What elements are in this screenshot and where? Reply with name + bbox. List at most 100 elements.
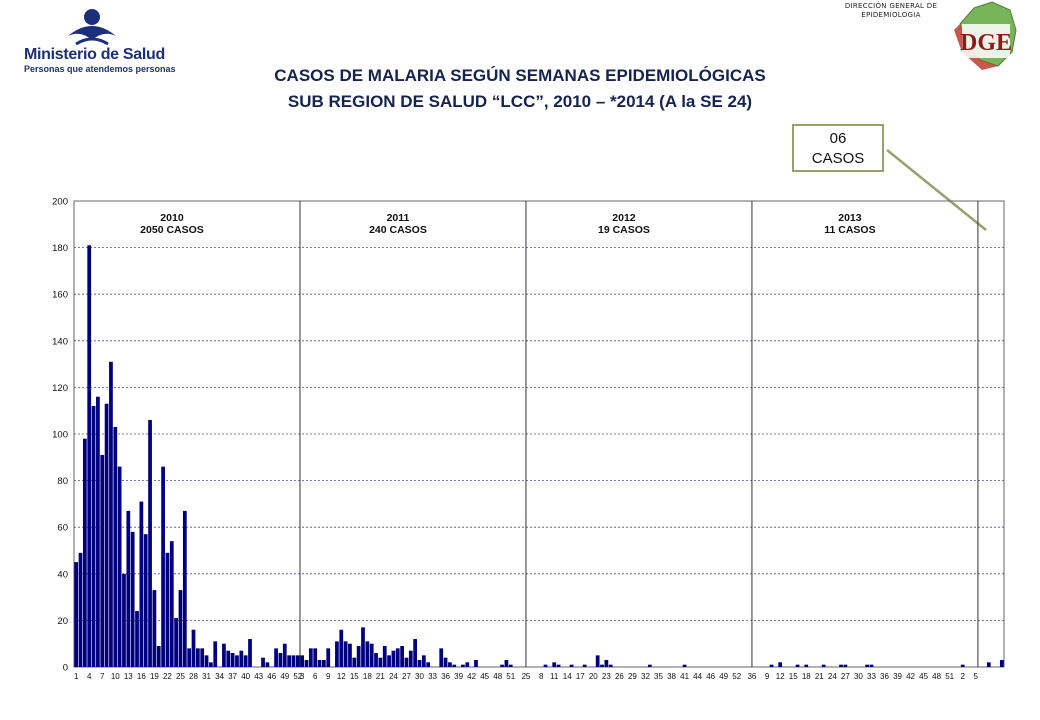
- bar: [604, 660, 609, 667]
- x-tick-label: 33: [428, 672, 437, 681]
- callout-label: CASOS: [811, 150, 865, 167]
- bar: [378, 657, 383, 667]
- bar: [391, 650, 396, 667]
- bar: [113, 427, 118, 667]
- bar: [843, 664, 848, 667]
- bar: [295, 655, 300, 667]
- y-tick-label: 140: [52, 336, 68, 347]
- x-tick-label: 6: [752, 672, 757, 681]
- x-tick-label: 10: [111, 672, 120, 681]
- x-tick-label: 30: [415, 672, 424, 681]
- y-tick-label: 180: [52, 243, 68, 254]
- x-tick-label: 27: [402, 672, 411, 681]
- bar: [348, 643, 352, 667]
- bar: [139, 501, 144, 667]
- bar: [230, 653, 235, 667]
- dge-heading-line2: EPIDEMIOLOGIA: [861, 11, 921, 19]
- x-tick-label: 24: [389, 672, 398, 681]
- dge-logo: DGE: [954, 1, 1017, 70]
- x-tick-label: 42: [906, 672, 915, 681]
- bar: [304, 660, 309, 667]
- logo-name: Ministerio de Salud: [24, 46, 165, 63]
- bar: [239, 650, 244, 667]
- bar: [274, 648, 278, 667]
- x-tick-label: 49: [280, 672, 289, 681]
- bar: [130, 531, 135, 667]
- bar: [226, 650, 231, 667]
- dge-letters: DGE: [960, 30, 1012, 56]
- bar: [313, 648, 318, 667]
- x-tick-label: 51: [945, 672, 954, 681]
- y-tick-label: 60: [57, 523, 68, 534]
- x-tick-label: 2: [522, 672, 527, 681]
- x-tick-label: 51: [506, 672, 515, 681]
- x-tick-label: 21: [376, 672, 385, 681]
- y-tick-label: 100: [52, 430, 68, 441]
- bar: [326, 648, 331, 667]
- bar: [426, 662, 431, 667]
- bar: [191, 629, 196, 667]
- bar: [999, 660, 1004, 667]
- bar: [795, 664, 800, 667]
- bar: [291, 655, 296, 667]
- x-tick-label: 49: [719, 672, 728, 681]
- bar: [195, 648, 200, 667]
- x-tick-label: 28: [189, 672, 198, 681]
- bar: [369, 643, 374, 667]
- callout-box: 06 CASOS: [792, 124, 884, 172]
- x-tick-label: 39: [893, 672, 902, 681]
- x-tick-label: 52: [732, 672, 741, 681]
- bar: [126, 510, 131, 667]
- bar: [152, 590, 157, 667]
- bar: [343, 641, 348, 667]
- x-tick-label: 25: [176, 672, 185, 681]
- x-tick-label: 1: [74, 672, 79, 681]
- bar: [452, 664, 457, 667]
- x-tick-label: 12: [337, 672, 346, 681]
- year-label: 2011: [387, 212, 410, 224]
- bar: [865, 664, 869, 667]
- bar: [209, 662, 213, 667]
- x-tick-label: 43: [254, 672, 263, 681]
- bar: [282, 643, 287, 667]
- logo-arc-shape: [75, 37, 109, 46]
- bars: [74, 245, 1004, 667]
- x-tick-label: 48: [932, 672, 941, 681]
- bar: [87, 245, 92, 667]
- bar: [287, 655, 291, 667]
- x-tick-label: 8: [539, 672, 544, 681]
- bar: [308, 648, 313, 667]
- y-tick-label: 200: [52, 197, 68, 208]
- page-subtitle: SUB REGION DE SALUD “LCC”, 2010 – *2014 …: [287, 92, 753, 111]
- y-tick-label: 40: [57, 569, 68, 580]
- x-tick-label: 15: [350, 672, 359, 681]
- bar: [178, 590, 183, 667]
- bar: [265, 662, 270, 667]
- bar: [169, 541, 174, 667]
- bar: [504, 660, 509, 667]
- x-tick-label: 7: [100, 672, 105, 681]
- x-tick-label: 24: [828, 672, 837, 681]
- year-total: 11 CASOS: [824, 224, 875, 236]
- bar: [382, 646, 387, 667]
- x-tick-label: 9: [765, 672, 770, 681]
- x-tick-label: 3: [748, 672, 753, 681]
- bar: [500, 664, 504, 667]
- x-tick-label: 15: [789, 672, 798, 681]
- year-label: 2010: [160, 212, 184, 224]
- bar: [117, 466, 122, 667]
- bar: [248, 639, 252, 667]
- bar: [148, 420, 152, 667]
- x-tick-label: 41: [680, 672, 689, 681]
- bar: [448, 662, 452, 667]
- bar: [682, 664, 687, 667]
- year-total: 240 CASOS: [369, 224, 427, 236]
- bar: [778, 662, 783, 667]
- bar: [465, 662, 470, 667]
- bar: [508, 664, 513, 667]
- callout-pointer: [886, 149, 987, 231]
- y-tick-label: 80: [57, 476, 68, 487]
- bar: [417, 660, 422, 667]
- bar: [187, 648, 192, 667]
- x-tick-label: 42: [467, 672, 476, 681]
